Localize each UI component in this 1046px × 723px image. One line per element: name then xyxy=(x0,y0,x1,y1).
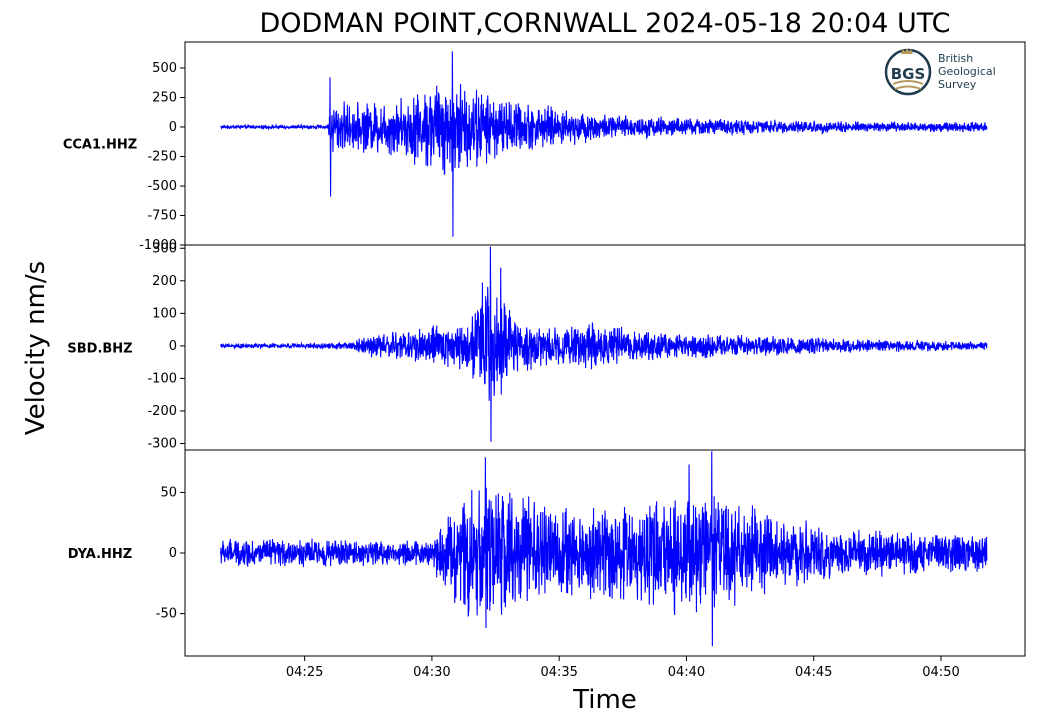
bgs-logo-wave-icon xyxy=(894,85,922,90)
panels-group: 5002500-250-500-750-1000CCA1.HHZ30020010… xyxy=(63,41,1026,657)
bgs-logo-line-3: Survey xyxy=(938,78,977,91)
chart-title: DODMAN POINT,CORNWALL 2024-05-18 20:04 U… xyxy=(260,8,951,39)
y-tick-label: 50 xyxy=(160,485,177,500)
y-tick-label: -250 xyxy=(147,149,177,164)
y-tick-label: 500 xyxy=(152,61,177,76)
bgs-logo-line-2: Geological xyxy=(938,65,996,78)
y-tick-label: -500 xyxy=(147,179,177,194)
x-tick-label: 04:50 xyxy=(922,665,959,680)
station-label: SBD.BHZ xyxy=(67,342,132,357)
y-tick-label: -200 xyxy=(147,404,177,419)
y-tick-label: 100 xyxy=(152,306,177,321)
x-axis-label: Time xyxy=(572,685,637,715)
x-tick-label: 04:35 xyxy=(540,665,577,680)
x-tick-label: 04:45 xyxy=(795,665,832,680)
y-tick-label: 0 xyxy=(169,120,177,135)
x-tick-label: 04:40 xyxy=(668,665,705,680)
waveform-trace-sbd-bhz xyxy=(220,246,988,442)
station-label: CCA1.HHZ xyxy=(63,138,137,153)
waveform-trace-dya-hhz xyxy=(220,451,988,647)
waveform-trace-cca1-hhz xyxy=(220,51,988,237)
y-tick-label: 0 xyxy=(169,339,177,354)
bgs-logo-line-1: British xyxy=(938,52,973,65)
y-tick-label: -750 xyxy=(147,208,177,223)
x-tick-label: 04:30 xyxy=(413,665,450,680)
y-tick-label: 300 xyxy=(152,241,177,256)
y-tick-label: 0 xyxy=(169,546,177,561)
y-tick-label: -100 xyxy=(147,371,177,386)
y-tick-label: 250 xyxy=(152,90,177,105)
panel-cca1-hhz: 500 250 0 -250 -500 -750 -1000 CCA1.HHZ xyxy=(63,41,1026,253)
x-axis: 04:25 04:30 04:35 04:40 04:45 04:50 xyxy=(286,656,960,680)
y-axis-label: Velocity nm/s xyxy=(21,261,51,435)
x-tick-label: 04:25 xyxy=(286,665,323,680)
y-tick-label: 200 xyxy=(152,274,177,289)
bgs-logo-crown-icon xyxy=(901,48,913,54)
y-tick-label: -50 xyxy=(156,607,177,622)
y-tick-label: -300 xyxy=(147,436,177,451)
bgs-logo-mark: BGS xyxy=(891,65,926,83)
bgs-logo-wave-icon xyxy=(892,80,924,85)
bgs-logo: BGS British Geological Survey xyxy=(884,48,996,96)
y-tick-label: -1000 xyxy=(139,238,177,253)
panel-sbd-bhz: 300 200 100 0 -100 -200 -300 SBD.BHZ xyxy=(67,241,1026,451)
panel-dya-hhz: 50 0 -50 DYA.HHZ xyxy=(68,449,1026,657)
station-label: DYA.HHZ xyxy=(68,547,132,562)
